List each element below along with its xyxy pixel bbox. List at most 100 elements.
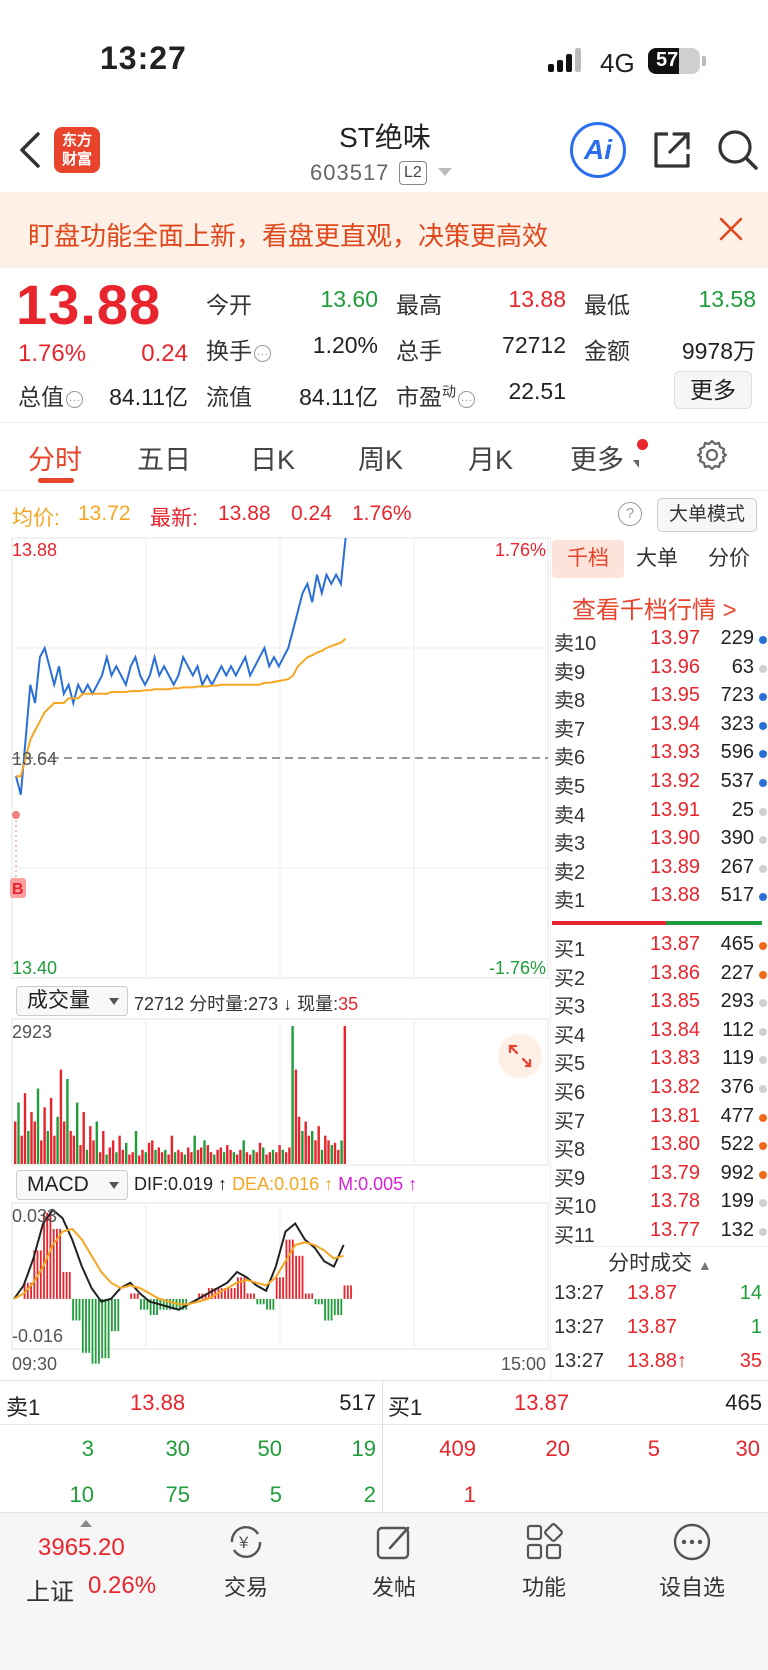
order-book-row[interactable]: 卖2 13.89 267 [552,854,768,884]
tab-five-day[interactable]: 五日 [137,445,191,475]
trade-row: 13:27 13.87 1 [552,1312,768,1342]
help-icon[interactable]: ? [618,502,642,526]
nav-functions[interactable]: 功能 [494,1520,594,1602]
queue-volume: 30 [735,1436,760,1461]
volume-bar [265,1154,268,1164]
chevron-left-icon [20,132,40,168]
share-button[interactable] [648,126,696,174]
order-book-row[interactable]: 卖7 13.94 323 [552,711,768,741]
macd-bar [324,1298,326,1321]
search-button[interactable] [714,126,762,174]
volume-bar [121,1149,125,1164]
pct-axis-top: 1.76% [495,540,546,560]
order-book-row[interactable]: 买7 13.81 477 [552,1103,768,1133]
order-book-row[interactable]: 卖8 13.95 723 [552,682,768,712]
nav-add-watchlist[interactable]: 设自选 [642,1520,742,1602]
level-dot [759,636,767,644]
macd-bar [104,1298,107,1359]
level-dot [759,893,767,902]
more-quote-button[interactable]: 更多 [674,371,752,409]
l2-bid-label: 买1 [388,1395,423,1420]
info-icon[interactable]: … [66,391,83,408]
settings-button[interactable] [695,438,729,472]
level-price: 13.94 [650,712,701,735]
volume-indicator-select[interactable]: 成交量 [16,986,128,1016]
level-price: 13.87 [650,933,701,955]
latest-percent: 1.76% [352,502,412,525]
order-book-row[interactable]: 买2 13.86 227 [552,960,768,990]
order-book-row[interactable]: 买8 13.80 522 [552,1131,768,1161]
level-label: 卖7 [554,718,586,741]
level-label: 卖4 [554,804,586,827]
big-order-mode-button[interactable]: 大单模式 [657,498,757,532]
stock-code[interactable]: 603517 [310,160,390,185]
expand-button[interactable] [498,1034,542,1078]
order-book-row[interactable]: 卖1 13.88 517 [552,882,768,912]
mktcap-label: 总值… [18,378,83,412]
tab-intraday[interactable]: 分时 [28,445,82,475]
order-book-row[interactable]: 买11 13.77 132 [552,1217,768,1247]
order-book-row[interactable]: 卖9 13.96 63 [552,654,768,684]
caret-up-icon[interactable] [80,1520,92,1527]
divider [0,490,768,491]
caret-down-icon[interactable] [438,168,452,176]
nav-add-watchlist-label: 设自选 [658,1575,725,1600]
order-book-row[interactable]: 买10 13.78 199 [552,1188,768,1218]
macd-bar [224,1288,226,1299]
close-icon [719,217,743,241]
volume-bar [85,1149,89,1164]
nav-post[interactable]: 发帖 [344,1520,444,1602]
order-book-row[interactable]: 买3 13.85 293 [552,988,768,1018]
volume-chart[interactable]: 2923 [0,1018,552,1168]
volume-bar [242,1140,245,1164]
order-book-row[interactable]: 卖6 13.93 596 [552,739,768,769]
tab-weekly-k[interactable]: 周K [358,445,404,475]
macd-bar [279,1277,281,1299]
level-dot [759,864,767,873]
avg-price-label: 均价: [12,507,60,530]
promo-banner[interactable] [0,192,768,268]
float-value: 84.11亿 [299,384,378,410]
ai-button[interactable]: Ai [570,122,626,178]
macd-bar [243,1277,246,1299]
banner-close-button[interactable] [716,214,746,244]
volume-bar [89,1126,92,1164]
index-value[interactable]: 3965.20 [38,1534,125,1561]
tab-big-order[interactable]: 大单 [636,547,678,570]
order-book-row[interactable]: 卖10 13.97 229 [552,625,768,655]
order-book-row[interactable]: 买9 13.79 992 [552,1160,768,1190]
macd-indicator-select[interactable]: MACD [16,1170,128,1200]
level-price: 13.78 [650,1190,701,1213]
macd-bar [33,1250,36,1299]
order-book-row[interactable]: 买4 13.84 112 [552,1017,768,1047]
order-book-row[interactable]: 卖4 13.91 25 [552,797,768,827]
order-book-row[interactable]: 卖5 13.92 537 [552,768,768,798]
trade-row: 13:27 13.87 14 [552,1278,768,1308]
view-depth-link[interactable]: 查看千档行情 > [572,597,737,624]
index-percent[interactable]: 0.26% [88,1572,157,1599]
info-icon[interactable]: … [458,391,475,408]
info-icon[interactable]: … [254,345,271,362]
level-dot [759,779,767,787]
app-logo[interactable]: 东方财富 [54,127,100,173]
macd-chart[interactable]: 0.033 -0.016 09:30 15:00 [0,1202,552,1378]
nav-trade[interactable]: ¥ 交易 [196,1520,296,1602]
macd-bar [233,1288,236,1299]
tab-thousand-level[interactable]: 千档 [552,540,624,578]
trades-header[interactable]: 分时成交 ▲ [552,1246,768,1276]
index-name[interactable]: 上证 [26,1579,74,1606]
level-volume: 267 [720,855,754,878]
tab-daily-k[interactable]: 日K [250,445,296,475]
level-volume: 992 [720,1161,754,1184]
volume-bar [229,1149,232,1164]
order-book-row[interactable]: 卖3 13.90 390 [552,825,768,855]
order-book-row[interactable]: 买5 13.83 119 [552,1045,768,1075]
pe-sup: 动 [442,383,456,400]
tab-monthly-k[interactable]: 月K [468,445,514,475]
order-book-row[interactable]: 买6 13.82 376 [552,1074,768,1104]
tab-more[interactable]: 更多 [570,445,624,475]
tab-price-distribution[interactable]: 分价 [708,547,750,570]
back-button[interactable] [14,128,54,172]
intraday-price-chart[interactable]: B 13.88 13.64 13.40 1.76% -1.76% [0,536,552,982]
order-book-row[interactable]: 买1 13.87 465 [552,931,768,961]
